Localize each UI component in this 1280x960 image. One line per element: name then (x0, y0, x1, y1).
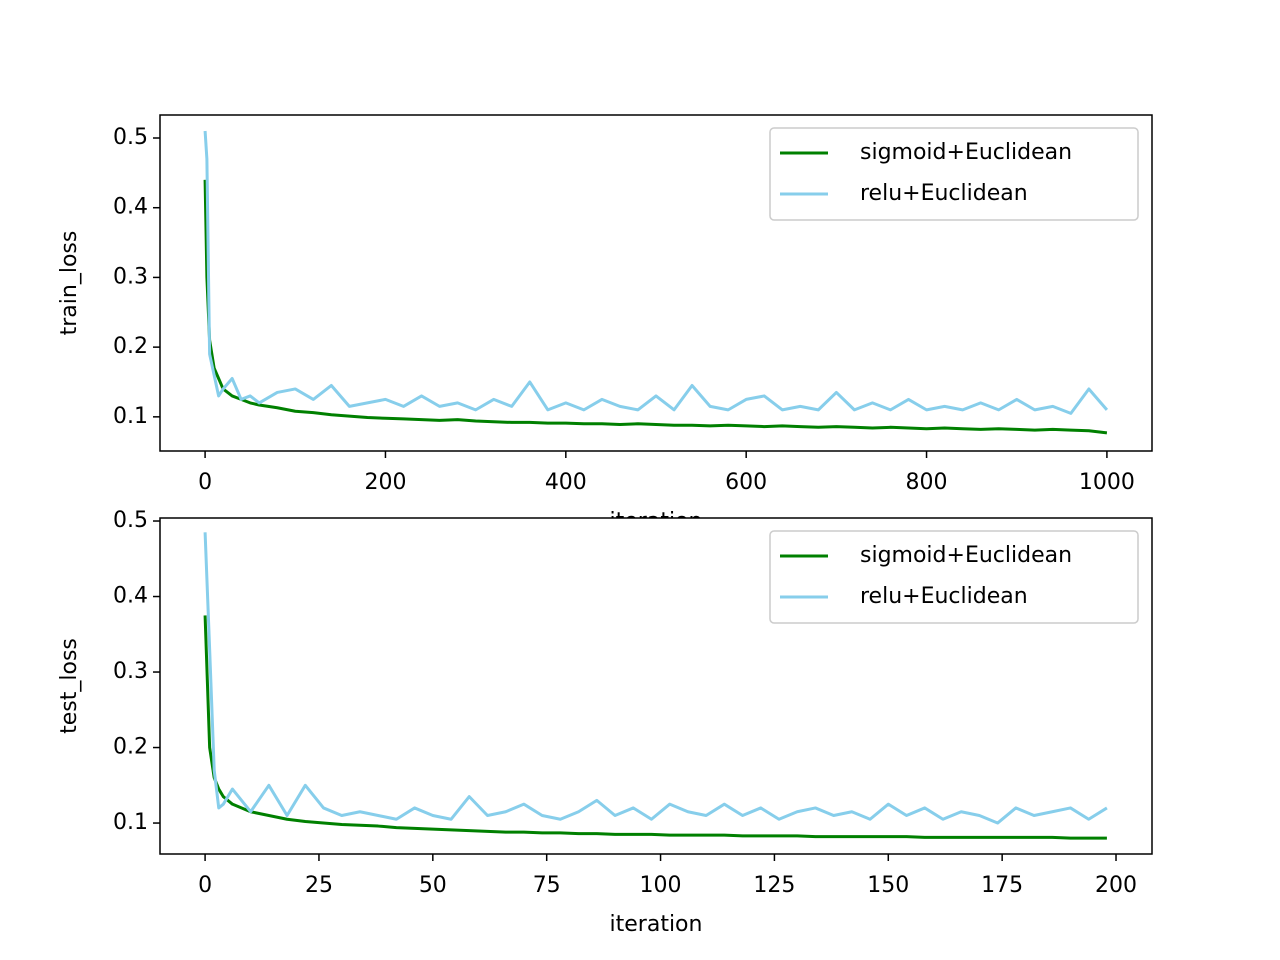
series-line (203, 615, 1107, 840)
series-line (203, 532, 1108, 825)
series-line (203, 130, 1109, 415)
y-tick-label: 0.2 (113, 735, 148, 760)
x-tick-label: 1000 (1079, 470, 1135, 495)
y-tick-label: 0.4 (113, 584, 148, 609)
y-tick-label: 0.1 (113, 404, 148, 429)
legend-label: relu+Euclidean (860, 584, 1028, 609)
legend-box (769, 530, 1139, 624)
x-tick-label: 200 (364, 470, 406, 495)
x-tick-label: 125 (753, 873, 795, 898)
x-tick-label: 25 (305, 873, 333, 898)
x-tick-label: 800 (906, 470, 948, 495)
x-tick-label: 100 (640, 873, 682, 898)
y-tick-label: 0.5 (113, 125, 148, 150)
x-tick-label: 50 (419, 873, 447, 898)
legend-label: relu+Euclidean (860, 181, 1028, 206)
x-tick-label: 200 (1095, 873, 1137, 898)
x-axis-label: iteration (610, 912, 703, 937)
x-tick-label: 0 (198, 873, 212, 898)
legend-label: sigmoid+Euclidean (860, 543, 1072, 568)
x-tick-label: 400 (545, 470, 587, 495)
y-tick-label: 0.3 (113, 659, 148, 684)
y-tick-label: 0.3 (113, 264, 148, 289)
x-tick-label: 175 (981, 873, 1023, 898)
x-tick-label: 600 (725, 470, 767, 495)
x-tick-label: 75 (533, 873, 561, 898)
x-tick-label: 150 (867, 873, 909, 898)
x-tick-label: 0 (198, 470, 212, 495)
axes-frame (159, 517, 1153, 855)
series-line (203, 179, 1108, 435)
y-tick-label: 0.1 (113, 810, 148, 835)
legend-box (769, 127, 1139, 221)
y-tick-label: 0.5 (113, 508, 148, 533)
y-axis-label: test_loss (57, 638, 82, 734)
axes-frame (159, 114, 1153, 452)
y-tick-label: 0.4 (113, 195, 148, 220)
y-axis-label: train_loss (57, 231, 82, 336)
y-tick-label: 0.2 (113, 334, 148, 359)
legend-label: sigmoid+Euclidean (860, 140, 1072, 165)
